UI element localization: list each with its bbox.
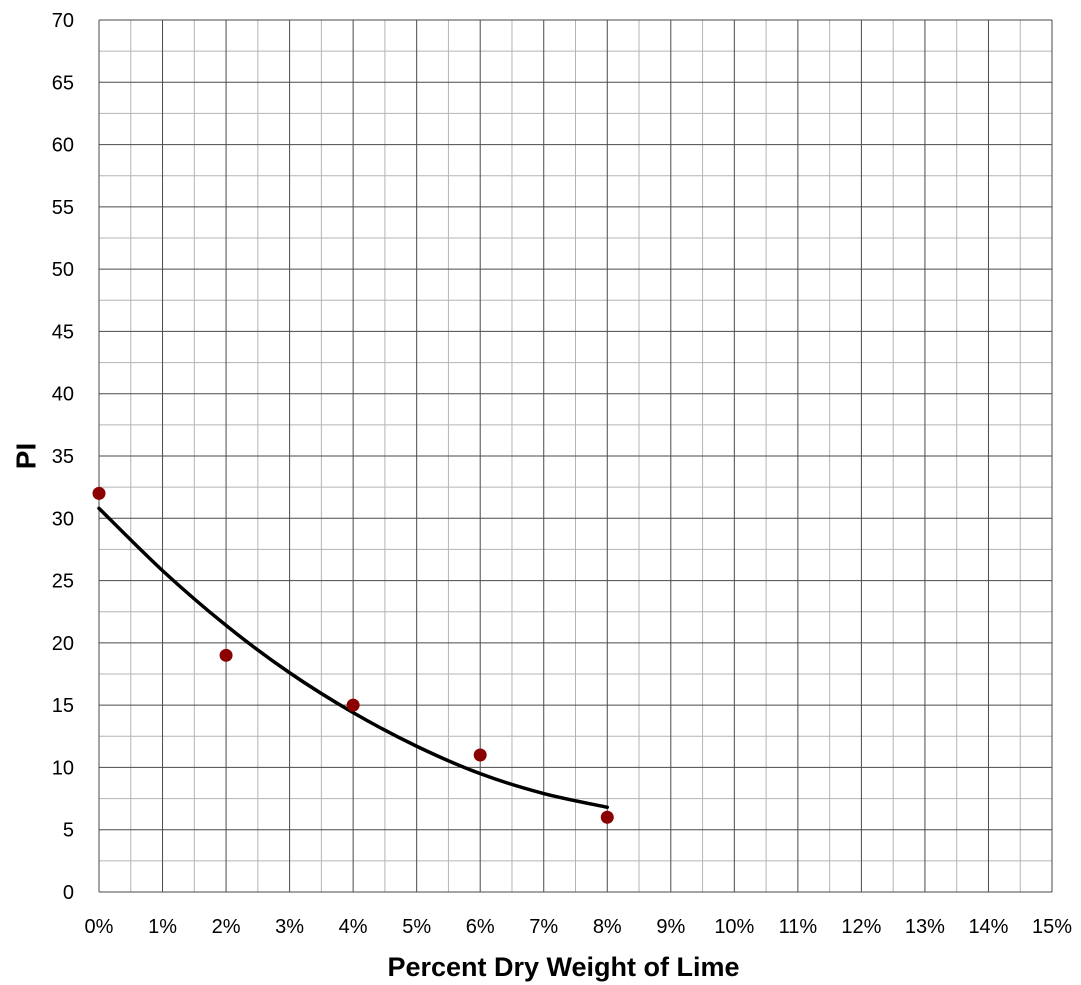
- x-tick-label: 13%: [905, 916, 945, 938]
- y-axis-title: PI: [11, 443, 42, 469]
- x-tick-label: 1%: [148, 916, 177, 938]
- y-tick-label: 60: [52, 135, 74, 157]
- y-tick-label: 40: [52, 384, 74, 406]
- y-tick-label: 10: [52, 757, 74, 779]
- y-tick-label: 70: [52, 10, 74, 32]
- y-tick-label: 15: [52, 695, 74, 717]
- x-tick-label: 0%: [85, 916, 114, 938]
- y-tick-label: 55: [52, 197, 74, 219]
- x-tick-label: 3%: [275, 916, 304, 938]
- major-gridlines: [98, 19, 1053, 893]
- y-tick-label: 45: [52, 321, 74, 343]
- x-tick-label: 5%: [402, 916, 431, 938]
- trendline: [97, 506, 610, 810]
- y-tick-label: 65: [52, 72, 74, 94]
- y-tick-label: 0: [63, 882, 74, 904]
- data-point: [600, 810, 614, 824]
- y-tick-label: 25: [52, 571, 74, 593]
- x-tick-label: 8%: [593, 916, 622, 938]
- x-tick-label: 6%: [466, 916, 495, 938]
- x-tick-label: 14%: [968, 916, 1008, 938]
- data-point: [92, 486, 106, 500]
- x-tick-label: 15%: [1032, 916, 1072, 938]
- x-axis-tick-labels: 0% 1% 2% 3% 4% 5% 6% 7% 8% 9% 10% 11% 12% 13% 14% 15%: [85, 916, 1073, 938]
- y-tick-label: 20: [52, 633, 74, 655]
- x-tick-label: 12%: [841, 916, 881, 938]
- data-point: [473, 748, 487, 762]
- x-tick-label: 11%: [779, 916, 818, 938]
- data-point: [346, 698, 360, 712]
- y-tick-label: 30: [52, 508, 74, 530]
- series-layer: [92, 486, 614, 824]
- x-tick-label: 2%: [212, 916, 241, 938]
- y-tick-label: 50: [52, 259, 74, 281]
- y-axis-tick-labels: 0 5 10 15 20 25 30 35 40 45 50 55 60 65 70: [52, 10, 74, 904]
- data-point: [219, 648, 233, 662]
- x-tick-label: 9%: [656, 916, 685, 938]
- y-tick-label: 35: [52, 446, 74, 468]
- x-tick-label: 7%: [529, 916, 558, 938]
- y-tick-label: 5: [63, 820, 74, 842]
- x-axis-title: Percent Dry Weight of Lime: [387, 952, 739, 982]
- x-tick-label: 10%: [714, 916, 754, 938]
- x-tick-label: 4%: [339, 916, 368, 938]
